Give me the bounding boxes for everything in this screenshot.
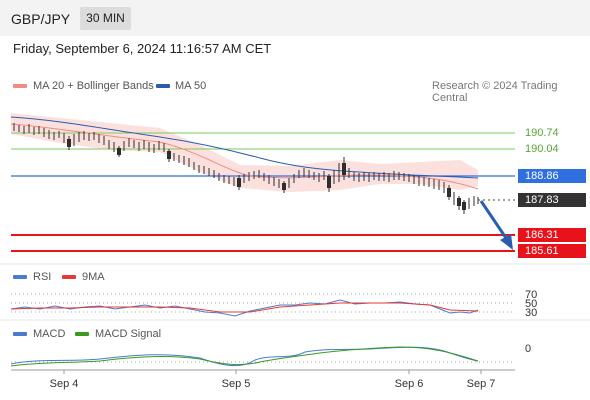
level-label-190-74: 190.74 bbox=[525, 127, 559, 139]
rsi-legend-label: RSI bbox=[33, 271, 52, 283]
rsi-guide-lines bbox=[11, 293, 515, 313]
x-tick-sep-6: Sep 6 bbox=[395, 378, 424, 390]
x-axis-ticks bbox=[63, 370, 482, 374]
macd-signal-legend-label: MACD Signal bbox=[95, 328, 162, 340]
macd-zero-label: 0 bbox=[525, 343, 531, 355]
timeframe-button[interactable]: 30 MIN bbox=[80, 7, 131, 30]
rsi-9ma-line bbox=[10, 302, 479, 313]
level-label-190-04: 190.04 bbox=[525, 143, 559, 155]
macd-signal-legend-swatch bbox=[75, 332, 89, 336]
rsi9-legend-swatch bbox=[62, 275, 76, 279]
rsi9-legend-label: 9MA bbox=[82, 271, 105, 283]
ma20-legend-label: MA 20 + Bollinger Bands bbox=[33, 80, 154, 92]
x-axis-labels: Sep 4 Sep 5 Sep 6 Sep 7 bbox=[50, 378, 496, 390]
level-label-188-86: 188.86 bbox=[518, 169, 586, 183]
top-bar: GBP/JPY 30 MIN bbox=[0, 0, 590, 36]
rsi-level-30: 30 bbox=[525, 307, 537, 319]
macd-signal-line bbox=[10, 346, 479, 367]
ma50-legend-swatch bbox=[156, 84, 170, 88]
price-candle-bodies bbox=[67, 139, 466, 210]
macd-legend-label: MACD bbox=[33, 328, 66, 340]
ma50-legend-label: MA 50 bbox=[175, 80, 207, 92]
ma20-legend-swatch bbox=[13, 84, 27, 88]
level-label-185-61: 185.61 bbox=[518, 244, 586, 258]
rsi-level-50: 50 bbox=[525, 298, 537, 310]
x-tick-sep-7: Sep 7 bbox=[467, 378, 496, 390]
macd-legend-swatch bbox=[13, 332, 27, 336]
level-label-186-31: 186.31 bbox=[518, 228, 586, 242]
last-price-label: 187.83 bbox=[518, 193, 586, 207]
rsi-legend-swatch bbox=[13, 275, 27, 279]
x-tick-sep-5: Sep 5 bbox=[222, 378, 251, 390]
rsi-axis-labels: 70 50 30 bbox=[525, 289, 537, 319]
rsi-level-70: 70 bbox=[525, 289, 537, 301]
chart-datetime: Friday, September 6, 2024 11:16:57 AM CE… bbox=[13, 41, 272, 56]
research-credit: Research © 2024 Trading Central bbox=[432, 80, 558, 104]
x-tick-sep-4: Sep 4 bbox=[50, 378, 79, 390]
symbol-title: GBP/JPY bbox=[11, 11, 71, 27]
macd-line bbox=[10, 346, 479, 367]
ma50-line bbox=[10, 116, 479, 179]
forecast-arrow-icon bbox=[479, 200, 513, 250]
